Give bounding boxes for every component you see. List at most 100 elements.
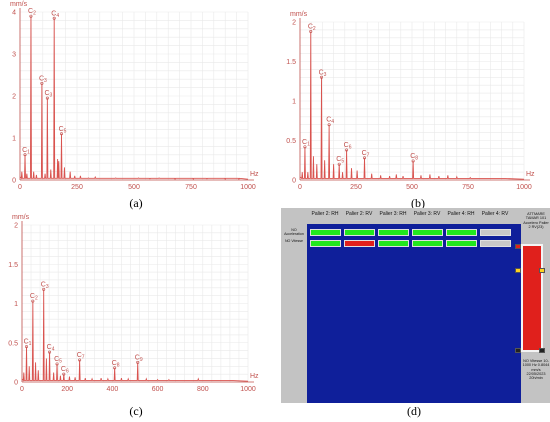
x-unit-label: Hz — [250, 373, 259, 380]
status-cell[interactable] — [344, 240, 375, 247]
caption-b: (b) — [411, 196, 425, 210]
spectrum-series — [19, 16, 249, 181]
peak-marker — [363, 156, 367, 160]
column-header: Palier 3: RH — [379, 211, 407, 217]
gauge-bar — [521, 244, 543, 352]
y-tick-label: 1 — [12, 136, 16, 143]
status-cell[interactable] — [310, 229, 341, 236]
y-tick-label: 2 — [292, 20, 296, 27]
y-tick-label: 1 — [292, 99, 296, 106]
y-unit-label: mm/s — [290, 11, 308, 18]
chart-a-svg: 0 250 500 750 1000 0 1 2 3 4 mm/s Hz C1 C2 C3 C3 C4 C5 — [10, 1, 259, 191]
monitoring-screen: Palier 2: RH Palier 2: RV Palier 3: RH Pali… — [281, 208, 550, 403]
x-tick-label: 1000 — [516, 184, 532, 191]
x-tick-label: 0 — [18, 184, 22, 191]
peak-marker — [78, 358, 82, 362]
column-header: Palier 2: RH — [311, 211, 339, 217]
peak-marker — [52, 16, 56, 20]
peak-marker — [45, 96, 49, 100]
peak-marker — [337, 162, 341, 166]
peak-label: C5 — [59, 126, 67, 135]
peak-marker — [29, 14, 33, 18]
peak-label: C5 — [336, 156, 344, 165]
status-cell[interactable] — [446, 240, 477, 247]
y-tick-label: 0 — [292, 178, 296, 185]
peak-label: C1 — [22, 147, 30, 156]
x-tick-label: 500 — [128, 184, 140, 191]
gauge-threshold-marker — [539, 348, 545, 353]
peak-marker — [345, 148, 349, 152]
status-cell[interactable] — [378, 240, 409, 247]
gauge-threshold-marker — [539, 268, 545, 273]
spectrum-series — [299, 31, 525, 180]
x-tick-label: 400 — [107, 386, 119, 393]
peak-label: C9 — [135, 354, 143, 363]
peak-marker — [136, 360, 140, 364]
x-tick-label: 750 — [462, 184, 474, 191]
y-tick-label: 1.5 — [286, 59, 296, 66]
peak-marker — [411, 159, 415, 163]
x-tick-label: 1000 — [240, 386, 256, 393]
peak-label: C7 — [362, 150, 370, 159]
y-tick-label: 1.5 — [8, 262, 18, 269]
gauge-threshold-marker — [515, 244, 521, 249]
peak-marker — [40, 81, 44, 85]
peak-label: C4 — [47, 344, 55, 353]
peak-marker — [59, 132, 63, 136]
x-tick-label: 750 — [185, 184, 197, 191]
y-tick-label: 0 — [14, 380, 18, 387]
y-tick-label: 4 — [12, 10, 16, 17]
row-label: NO Acceleration — [284, 228, 304, 236]
peak-label: C3 — [41, 281, 49, 290]
x-tick-label: 200 — [61, 386, 73, 393]
x-unit-label: Hz — [526, 171, 535, 178]
y-tick-label: 3 — [12, 52, 16, 59]
peak-label: C3 — [39, 75, 47, 84]
peak-label: C8 — [112, 360, 120, 369]
peak-label: C5 — [54, 356, 62, 365]
peak-marker — [23, 153, 27, 157]
y-tick-label: 0.5 — [286, 138, 296, 145]
status-cell[interactable] — [480, 240, 511, 247]
spectrum-series — [21, 289, 249, 382]
status-grid-background — [307, 224, 521, 403]
chart-c: 0 200 400 600 800 1000 0 0.5 1 1.5 2 mm/s Hz C1 C2 C3 C4… — [0, 205, 270, 405]
column-header: Palier 3: RV — [413, 211, 441, 217]
y-tick-label: 2 — [14, 223, 18, 230]
caption-c: (c) — [129, 404, 143, 418]
y-tick-label: 0 — [12, 178, 16, 185]
x-unit-label: Hz — [250, 171, 259, 178]
column-header: Palier 4: RH — [447, 211, 475, 217]
gauge-title: ATTMARE TAMAR 101 Accelero Palier 2 RV(2… — [523, 212, 549, 229]
peak-marker — [309, 29, 313, 33]
peak-marker — [113, 366, 117, 370]
x-tick-label: 1000 — [240, 184, 256, 191]
y-tick-label: 1 — [14, 301, 18, 308]
peak-label: C4 — [51, 10, 59, 18]
chart-a: 0 250 500 750 1000 0 1 2 3 4 mm/s Hz C1 C2 C3 C3 C4 C5 — [0, 0, 270, 200]
x-tick-label: 0 — [20, 386, 24, 393]
status-cell[interactable] — [446, 229, 477, 236]
gauge-footer: NO Vitesse 10-1000 Hz 0.8044 mm/s 22/05/… — [522, 359, 550, 381]
chart-b: 0 250 500 750 1000 0 0.5 1 1.5 2 mm/s Hz C1 C2 C3 C4 C5 C… — [280, 0, 550, 200]
x-tick-label: 250 — [71, 184, 83, 191]
status-cell[interactable] — [412, 229, 443, 236]
status-cell[interactable] — [344, 229, 375, 236]
gauge-threshold-marker — [515, 348, 521, 353]
status-cell[interactable] — [378, 229, 409, 236]
x-tick-label: 800 — [197, 386, 209, 393]
peak-label: C2 — [308, 23, 316, 32]
peak-marker — [303, 145, 307, 149]
peak-marker — [42, 287, 46, 291]
row-label: NO Vitesse — [284, 239, 304, 243]
x-tick-label: 500 — [406, 184, 418, 191]
status-cell[interactable] — [412, 240, 443, 247]
status-cell[interactable] — [310, 240, 341, 247]
y-unit-label: mm/s — [12, 214, 30, 221]
peak-marker — [320, 75, 324, 79]
status-cell[interactable] — [480, 229, 511, 236]
peak-label: C7 — [77, 352, 85, 361]
peak-label: C8 — [410, 153, 418, 162]
peak-label: C1 — [24, 339, 32, 348]
y-tick-label: 0.5 — [8, 340, 18, 347]
